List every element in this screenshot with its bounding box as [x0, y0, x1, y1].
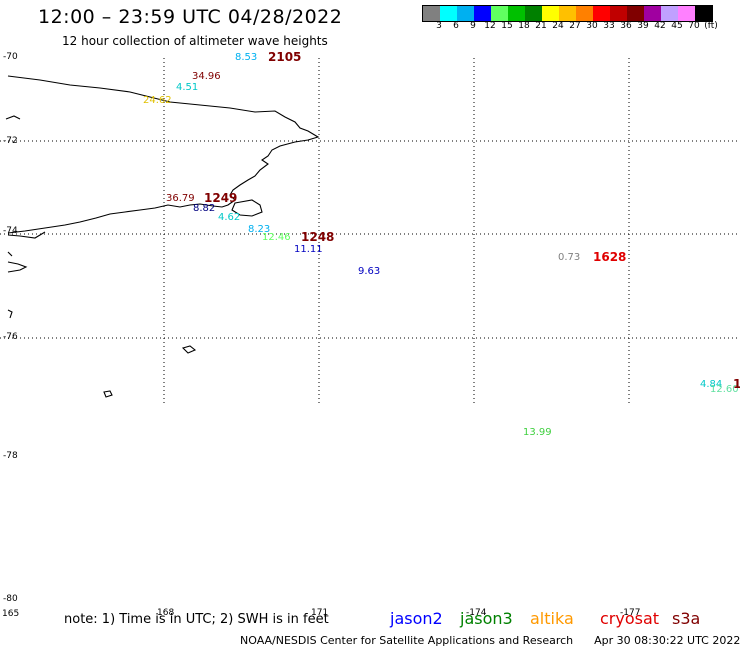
pass-time-label: 1249	[204, 191, 238, 205]
colorbar-label: 33	[603, 21, 615, 31]
map-title: 12:00 – 23:59 UTC 04/28/2022	[38, 6, 343, 28]
wave-height-label: 36.79	[166, 193, 195, 204]
wave-height-label: 4.51	[176, 82, 199, 93]
pass-time-label: 1248	[301, 230, 335, 244]
colorbar-label: 24	[552, 21, 564, 31]
lon-label: 165	[2, 609, 20, 619]
colorbar-label: (ft)	[704, 21, 718, 31]
lat-label: -70	[3, 52, 18, 62]
colorbar-swatch	[457, 6, 474, 21]
colorbar-swatch	[508, 6, 525, 21]
colorbar-swatch	[559, 6, 576, 21]
coastline	[5, 75, 320, 398]
colorbar-label: 45	[671, 21, 683, 31]
wave-height-label: 34.96	[192, 71, 221, 82]
colorbar-label: 36	[620, 21, 632, 31]
colorbar-label: 21	[535, 21, 547, 31]
lon-label: -177	[620, 608, 641, 618]
satellite-legend-jason2: jason2	[390, 609, 443, 628]
satellite-legend-cryosat: cryosat	[600, 609, 660, 628]
map-subtitle: 12 hour collection of altimeter wave hei…	[62, 34, 328, 48]
footer-credit: NOAA/NESDIS Center for Satellite Applica…	[240, 634, 740, 647]
footer-timestamp: Apr 30 08:30:22 UTC 2022	[594, 634, 740, 647]
colorbar-labels: 3 6 9 12 15 18 21 24 27 30 33 36 39 42 45 70 (ft)	[422, 21, 732, 33]
pass-time-label: 1628	[593, 250, 627, 264]
colorbar-swatch	[525, 6, 542, 21]
colorbar-swatch	[542, 6, 559, 21]
wave-height-label: 11.11	[294, 244, 323, 255]
colorbar-swatch	[491, 6, 508, 21]
satellite-legend-s3a: s3a	[672, 609, 701, 628]
wave-height-label: 0.73	[558, 252, 581, 263]
satellite-legend-jason3: jason3	[460, 609, 513, 628]
lat-label: -74	[3, 226, 18, 236]
lon-label: 168	[157, 608, 175, 618]
colorbar-swatch	[440, 6, 457, 21]
colorbar-swatch	[423, 6, 440, 21]
colorbar-swatch	[610, 6, 627, 21]
colorbar-label: 3	[436, 21, 442, 31]
colorbar-label: 12	[484, 21, 496, 31]
colorbar-label: 18	[518, 21, 530, 31]
colorbar-label: 9	[470, 21, 476, 31]
pass-time-label: 1	[733, 377, 740, 391]
colorbar-swatch	[474, 6, 491, 21]
lat-label: -76	[3, 332, 18, 342]
lat-label: -80	[3, 594, 18, 604]
lon-label: -174	[466, 608, 487, 618]
wave-height-label: 8.23	[248, 224, 271, 235]
units-note: note: 1) Time is in UTC; 2) SWH is in fe…	[64, 612, 329, 627]
colorbar-swatch	[627, 6, 644, 21]
colorbar-swatch	[593, 6, 610, 21]
lat-label: -78	[3, 451, 18, 461]
colorbar-label: 15	[501, 21, 513, 31]
wave-height-label: 13.99	[523, 427, 552, 438]
colorbar-label: 6	[453, 21, 459, 31]
colorbar-label: 39	[637, 21, 649, 31]
colorbar-label: 70	[688, 21, 700, 31]
wave-height-label: 9.63	[358, 266, 381, 277]
wave-height-label: 12.46	[262, 232, 291, 243]
wave-height-colorbar	[422, 5, 713, 22]
colorbar-swatch	[644, 6, 661, 21]
lon-label: 171	[311, 608, 329, 618]
colorbar-label: 27	[569, 21, 581, 31]
wave-height-label: 12.60	[710, 384, 739, 395]
colorbar-swatch	[695, 6, 712, 21]
colorbar-label: 42	[654, 21, 666, 31]
colorbar-label: 30	[586, 21, 598, 31]
colorbar-swatch	[576, 6, 593, 21]
wave-height-label: 24.62	[143, 95, 172, 106]
wave-height-label: 8.53	[235, 52, 258, 63]
wave-height-label: 4.62	[218, 212, 241, 223]
colorbar-swatch	[678, 6, 695, 21]
satellite-legend-altika: altika	[530, 609, 574, 628]
pass-time-label: 2105	[268, 50, 302, 64]
wave-height-label: 8.82	[193, 203, 216, 214]
footer-agency: NOAA/NESDIS Center for Satellite Applica…	[240, 634, 574, 647]
wave-height-label: 4.84	[700, 379, 723, 390]
graticule	[0, 58, 740, 405]
colorbar-swatch	[661, 6, 678, 21]
lat-label: -72	[3, 136, 18, 146]
